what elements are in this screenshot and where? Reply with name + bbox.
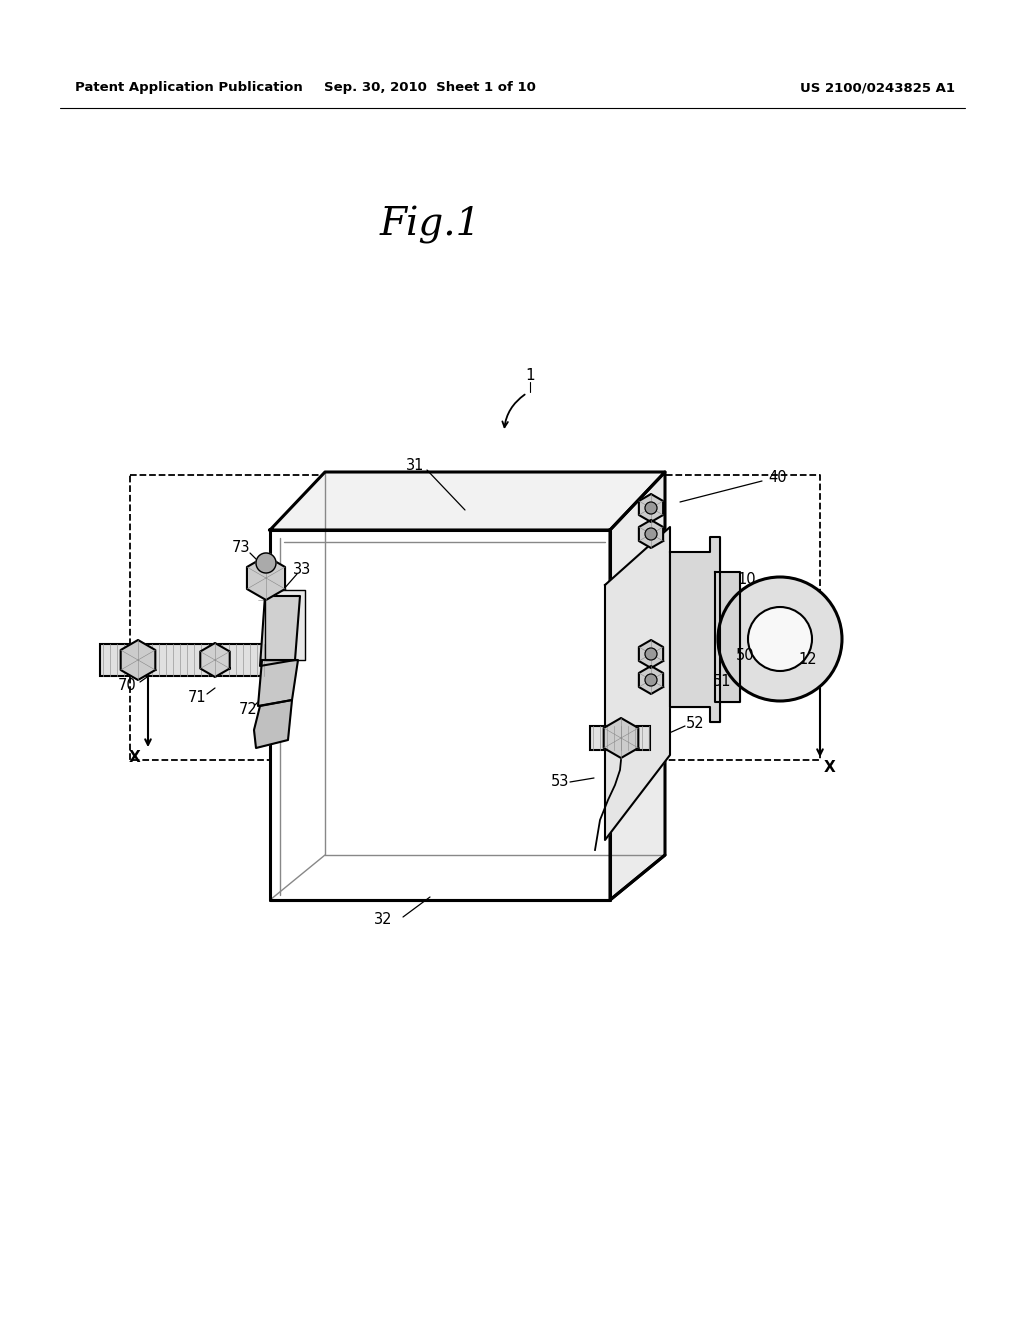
Text: 70: 70 (118, 678, 136, 693)
Circle shape (718, 577, 842, 701)
Text: 73: 73 (231, 540, 250, 556)
Polygon shape (201, 643, 229, 677)
Circle shape (645, 675, 657, 686)
Text: Sep. 30, 2010  Sheet 1 of 10: Sep. 30, 2010 Sheet 1 of 10 (324, 82, 536, 95)
Circle shape (645, 528, 657, 540)
Text: 32: 32 (374, 912, 392, 928)
Polygon shape (639, 667, 664, 694)
Polygon shape (715, 572, 740, 702)
Text: US 2100/0243825 A1: US 2100/0243825 A1 (800, 82, 955, 95)
FancyBboxPatch shape (100, 644, 270, 676)
Polygon shape (254, 700, 292, 748)
Circle shape (748, 607, 812, 671)
Text: 50: 50 (735, 648, 755, 664)
Polygon shape (670, 537, 720, 722)
Polygon shape (121, 640, 156, 680)
Text: 12: 12 (799, 652, 817, 668)
Polygon shape (610, 473, 665, 900)
Polygon shape (270, 473, 665, 531)
Circle shape (645, 648, 657, 660)
Polygon shape (639, 494, 664, 521)
Circle shape (645, 502, 657, 513)
Text: Patent Application Publication: Patent Application Publication (75, 82, 303, 95)
Polygon shape (605, 527, 670, 840)
Text: 33: 33 (293, 562, 311, 578)
Polygon shape (604, 718, 638, 758)
Polygon shape (247, 556, 285, 601)
FancyBboxPatch shape (590, 726, 650, 750)
Text: 52: 52 (686, 715, 705, 730)
Polygon shape (639, 520, 664, 548)
Text: 10: 10 (737, 573, 757, 587)
Text: 53: 53 (551, 775, 569, 789)
Polygon shape (260, 597, 300, 667)
Polygon shape (258, 660, 298, 706)
Text: 31: 31 (406, 458, 424, 474)
Text: 1: 1 (525, 368, 535, 384)
Polygon shape (270, 531, 610, 900)
Polygon shape (639, 640, 664, 668)
Text: 71: 71 (187, 689, 206, 705)
Circle shape (256, 553, 276, 573)
Text: 51: 51 (713, 673, 731, 689)
Text: X: X (824, 760, 836, 776)
Polygon shape (265, 590, 305, 660)
Text: 40: 40 (769, 470, 787, 484)
Text: X: X (129, 751, 141, 766)
Text: 72: 72 (239, 702, 257, 718)
Text: Fig.1: Fig.1 (379, 206, 480, 244)
